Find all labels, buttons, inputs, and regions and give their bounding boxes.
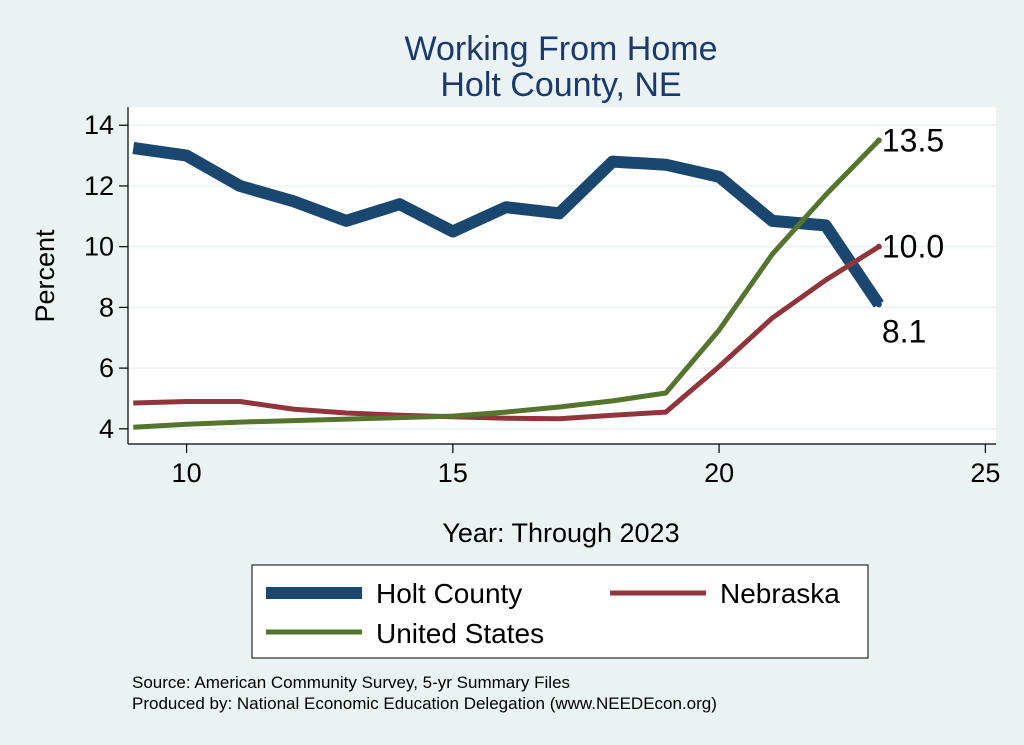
end-label-nebraska: 10.0 [882,229,944,265]
series-line-nebraska [133,244,881,422]
y-tick-label-10: 10 [84,232,114,262]
chart-title: Working From Home [405,30,718,68]
legend-box [251,564,869,659]
end-labels: 8.1 10.0 13.5 [882,122,944,349]
x-axis-ticks: 10 15 20 25 [172,444,1000,488]
gridlines [128,124,996,430]
chart-subtitle: Holt County, NE [440,66,681,104]
y-axis-label: Percent [30,229,60,323]
x-axis-label: Year: Through 2023 [442,518,679,548]
x-tick-label-25: 25 [970,458,1000,488]
produced-note: Produced by: National Economic Education… [132,694,717,713]
x-tick-label-15: 15 [438,458,468,488]
y-tick-label-6: 6 [99,353,114,383]
legend-label-nebraska: Nebraska [720,578,840,609]
series-end-point-nebraska [875,243,882,250]
plot-area [128,107,996,444]
series-end-point-holt-county [875,301,882,308]
y-tick-label-14: 14 [84,110,114,140]
legend: Holt County Nebraska United States [251,564,869,659]
x-tick-label-10: 10 [172,458,202,488]
y-axis-ticks: 4 6 8 10 12 14 [84,110,128,444]
series-line-united-states [133,138,881,430]
end-label-united-states: 13.5 [882,122,944,158]
source-note: Source: American Community Survey, 5-yr … [132,673,570,692]
x-tick-label-20: 20 [704,458,734,488]
series-end-point-united-states [875,137,882,144]
end-label-holt-county: 8.1 [882,313,926,349]
y-tick-label-8: 8 [99,292,114,322]
series-line-holt-county [132,142,884,308]
y-tick-label-4: 4 [99,414,114,444]
legend-label-united-states: United States [376,618,544,649]
y-tick-label-12: 12 [84,171,114,201]
legend-label-holt-county: Holt County [376,578,522,609]
series-lines [132,137,884,430]
